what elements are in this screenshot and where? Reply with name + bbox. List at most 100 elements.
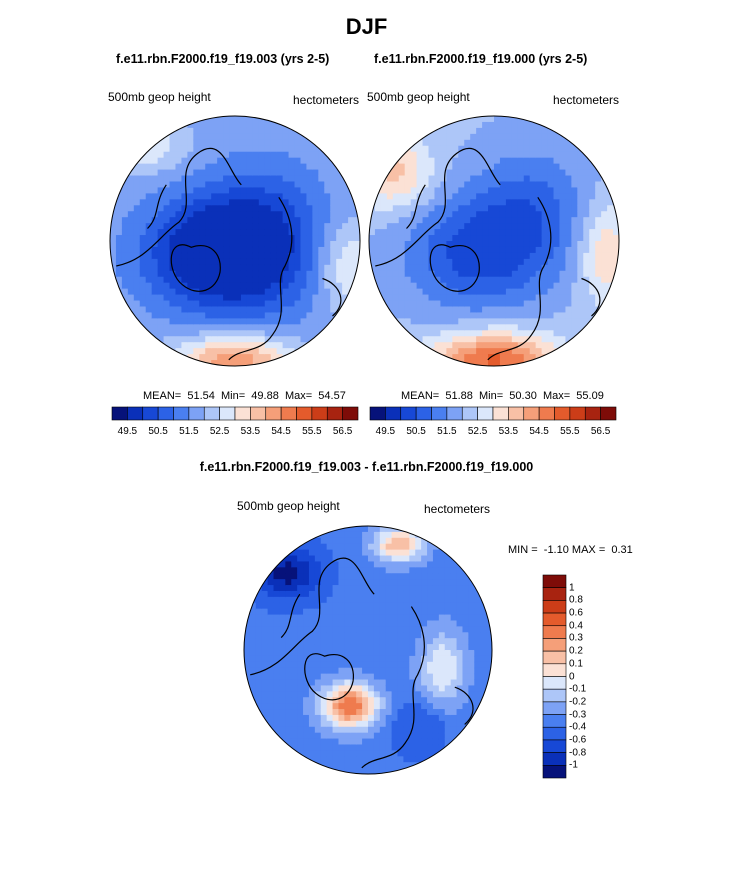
field-cell bbox=[258, 157, 266, 165]
field-cell bbox=[601, 127, 608, 135]
field-cell bbox=[398, 288, 406, 296]
field-cell bbox=[294, 187, 302, 194]
field-cell bbox=[350, 762, 357, 769]
field-cell bbox=[324, 199, 331, 206]
field-cell bbox=[217, 139, 224, 147]
field-cell bbox=[565, 241, 572, 248]
field-cell bbox=[428, 217, 436, 224]
field-cell bbox=[217, 354, 224, 361]
field-cell bbox=[499, 282, 507, 290]
field-cell bbox=[499, 264, 507, 272]
field-cell bbox=[392, 181, 400, 189]
field-cell bbox=[342, 229, 349, 236]
field-cell bbox=[368, 602, 375, 610]
field-cell bbox=[565, 270, 572, 278]
panel-left-mean-label: MEAN= bbox=[143, 390, 182, 402]
field-cell bbox=[434, 163, 442, 171]
field-cell bbox=[246, 116, 254, 123]
field-cell bbox=[589, 169, 596, 177]
field-cell bbox=[199, 252, 206, 260]
field-cell bbox=[354, 151, 360, 159]
field-cell bbox=[308, 703, 316, 710]
field-cell bbox=[314, 714, 322, 722]
field-cell bbox=[374, 282, 382, 290]
field-cell bbox=[133, 217, 141, 224]
field-cell bbox=[529, 276, 537, 284]
field-cell bbox=[380, 157, 388, 165]
field-cell bbox=[595, 336, 602, 343]
field-cell bbox=[267, 549, 275, 557]
field-cell bbox=[403, 709, 410, 716]
field-cell bbox=[261, 608, 269, 616]
field-cell bbox=[121, 151, 129, 159]
field-cell bbox=[488, 324, 495, 331]
field-cell bbox=[397, 685, 405, 692]
field-cell bbox=[421, 679, 428, 687]
field-cell bbox=[252, 306, 260, 314]
field-cell bbox=[115, 312, 123, 319]
field-cell bbox=[276, 246, 284, 254]
field-cell bbox=[470, 270, 477, 278]
field-cell bbox=[421, 703, 428, 710]
colorbar-tick-label: 50.5 bbox=[148, 426, 168, 437]
field-cell bbox=[249, 750, 257, 757]
field-cell bbox=[288, 187, 296, 194]
difference-units-label: hectometers bbox=[424, 502, 491, 516]
field-cell bbox=[385, 750, 393, 757]
field-cell bbox=[199, 324, 206, 331]
field-cell bbox=[410, 151, 418, 159]
field-cell bbox=[553, 294, 561, 302]
field-cell bbox=[607, 312, 614, 319]
field-cell bbox=[421, 750, 428, 757]
field-cell bbox=[273, 531, 281, 539]
field-cell bbox=[338, 655, 345, 663]
field-cell bbox=[306, 163, 313, 171]
field-cell bbox=[249, 537, 257, 545]
field-cell bbox=[273, 768, 281, 774]
field-cell bbox=[547, 360, 555, 366]
field-cell bbox=[300, 235, 308, 242]
field-cell bbox=[244, 750, 251, 757]
field-cell bbox=[294, 252, 302, 260]
field-cell bbox=[308, 531, 316, 539]
field-cell bbox=[258, 300, 266, 308]
field-cell bbox=[157, 324, 165, 331]
field-cell bbox=[229, 193, 236, 200]
field-cell bbox=[416, 199, 424, 206]
field-cell bbox=[261, 567, 269, 574]
field-cell bbox=[270, 324, 278, 331]
field-cell bbox=[279, 703, 286, 710]
field-cell bbox=[499, 246, 507, 254]
field-cell bbox=[386, 169, 394, 177]
field-cell bbox=[342, 223, 349, 230]
field-cell bbox=[320, 714, 328, 722]
field-cell bbox=[157, 276, 165, 284]
field-cell bbox=[270, 264, 278, 272]
field-cell bbox=[115, 336, 123, 343]
field-cell bbox=[223, 360, 230, 366]
field-cell bbox=[350, 549, 357, 557]
colorbar-box bbox=[311, 406, 328, 421]
field-cell bbox=[267, 750, 275, 757]
field-cell bbox=[409, 608, 416, 616]
field-cell bbox=[403, 667, 410, 675]
field-cell bbox=[369, 121, 376, 129]
field-cell bbox=[607, 133, 614, 141]
field-cell bbox=[332, 620, 340, 627]
field-cell bbox=[229, 121, 236, 129]
field-cell bbox=[261, 526, 269, 533]
field-cell bbox=[452, 306, 459, 314]
field-cell bbox=[288, 217, 296, 224]
field-cell bbox=[374, 235, 382, 242]
field-cell bbox=[240, 169, 248, 177]
field-cell bbox=[235, 187, 242, 194]
field-cell bbox=[595, 229, 602, 236]
field-cell bbox=[229, 223, 236, 230]
field-cell bbox=[300, 330, 308, 337]
field-cell bbox=[300, 312, 308, 319]
field-cell bbox=[139, 300, 147, 308]
field-cell bbox=[211, 217, 218, 224]
field-cell bbox=[139, 354, 147, 361]
field-cell bbox=[249, 590, 257, 598]
field-cell bbox=[270, 163, 278, 171]
